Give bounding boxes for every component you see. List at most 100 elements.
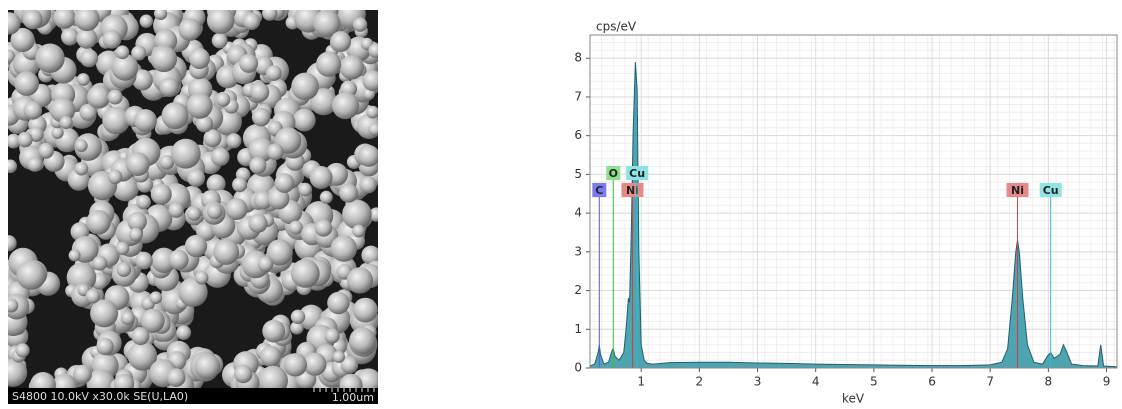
particle bbox=[290, 259, 320, 288]
sem-info-bar bbox=[8, 388, 378, 404]
spectrum-area bbox=[590, 62, 1117, 368]
particle bbox=[159, 155, 175, 170]
particle bbox=[249, 156, 267, 174]
particle bbox=[15, 343, 30, 358]
x-tick-label: 8 bbox=[1045, 375, 1053, 389]
marker-box bbox=[1006, 183, 1029, 197]
marker-label: Cu bbox=[629, 167, 645, 180]
particle bbox=[52, 373, 77, 388]
particle bbox=[107, 169, 123, 185]
particle bbox=[186, 206, 202, 221]
particle bbox=[139, 14, 153, 28]
particle bbox=[166, 368, 186, 387]
particle bbox=[291, 72, 319, 101]
particle bbox=[213, 239, 240, 265]
particle bbox=[352, 224, 366, 238]
particle bbox=[298, 182, 313, 197]
plot-frame bbox=[589, 34, 1118, 369]
particle bbox=[274, 173, 295, 193]
particle bbox=[8, 159, 18, 174]
particle bbox=[186, 92, 213, 119]
particle bbox=[248, 213, 268, 233]
particle bbox=[22, 10, 43, 30]
particle bbox=[8, 235, 17, 252]
particle bbox=[86, 369, 116, 388]
x-tick-label: 9 bbox=[1103, 375, 1111, 389]
particle bbox=[342, 199, 372, 230]
particle bbox=[309, 166, 333, 189]
particle bbox=[8, 12, 21, 35]
y-tick-label: 3 bbox=[574, 244, 582, 258]
particle bbox=[115, 45, 130, 60]
particle bbox=[368, 123, 378, 136]
particle bbox=[313, 10, 341, 37]
particle bbox=[150, 45, 178, 73]
particle bbox=[113, 373, 135, 388]
particle bbox=[74, 10, 100, 32]
particle bbox=[170, 138, 201, 169]
particle bbox=[362, 70, 378, 91]
y-tick-label: 0 bbox=[574, 361, 582, 375]
particle bbox=[136, 194, 151, 210]
x-tick-label: 6 bbox=[928, 375, 936, 389]
particle bbox=[234, 364, 253, 384]
marker-label: Ni bbox=[1011, 184, 1024, 197]
particle bbox=[260, 345, 281, 367]
particle bbox=[195, 115, 214, 133]
x-tick-label: 1 bbox=[637, 375, 645, 389]
particle bbox=[132, 69, 153, 91]
particle bbox=[107, 89, 123, 105]
particle bbox=[154, 10, 168, 20]
particle bbox=[206, 10, 235, 34]
x-tick-label: 7 bbox=[986, 375, 994, 389]
particle bbox=[251, 107, 271, 127]
particle bbox=[133, 109, 157, 133]
sem-caption: S4800 10.0kV x30.0k SE(U,LA0) bbox=[12, 390, 188, 403]
particle bbox=[178, 277, 208, 307]
particle bbox=[127, 341, 158, 371]
particle bbox=[258, 365, 288, 388]
particle bbox=[161, 102, 189, 130]
particle bbox=[349, 327, 376, 355]
particle bbox=[216, 92, 231, 107]
x-tick-label: 4 bbox=[812, 375, 820, 389]
particle bbox=[211, 32, 228, 49]
plot-area bbox=[590, 35, 1117, 368]
particle bbox=[49, 97, 76, 123]
particle bbox=[115, 241, 130, 256]
particle bbox=[292, 108, 316, 132]
particle bbox=[314, 219, 333, 237]
particle bbox=[262, 10, 278, 21]
particle bbox=[85, 288, 101, 304]
particle bbox=[188, 48, 210, 69]
sem-particles bbox=[8, 10, 378, 388]
x-tick-label: 3 bbox=[754, 375, 762, 389]
marker-label: Ni bbox=[626, 184, 639, 197]
particle bbox=[290, 320, 304, 335]
marker-box bbox=[606, 166, 621, 180]
particle bbox=[225, 198, 248, 221]
marker-label: C bbox=[595, 184, 603, 197]
particle bbox=[17, 131, 33, 148]
marker-label: Cu bbox=[1043, 184, 1059, 197]
particle bbox=[79, 49, 99, 68]
particle bbox=[74, 161, 89, 176]
particle bbox=[265, 65, 282, 81]
particle bbox=[76, 73, 90, 86]
eds-chart: CO Ni Cu Ni Cu 0 1 2 3 4 5 6 7 8 1 2 3 4 5 6 7 8 9 cps/eV keV bbox=[574, 20, 1118, 406]
particle bbox=[266, 239, 293, 266]
marker-box bbox=[1039, 183, 1062, 197]
particle bbox=[290, 309, 306, 324]
particle bbox=[131, 45, 147, 61]
particle bbox=[226, 133, 242, 149]
particle bbox=[366, 105, 378, 119]
particle bbox=[339, 183, 359, 203]
particle bbox=[8, 358, 28, 387]
sem-image: S4800 10.0kV x30.0k SE(U,LA0) 1.00um bbox=[8, 10, 378, 404]
sem-scale-bar-label: 1.00um bbox=[332, 391, 374, 404]
particle bbox=[206, 174, 226, 194]
particle bbox=[253, 190, 273, 210]
particle bbox=[324, 328, 340, 344]
marker-label: O bbox=[609, 167, 618, 180]
particle bbox=[211, 147, 230, 167]
